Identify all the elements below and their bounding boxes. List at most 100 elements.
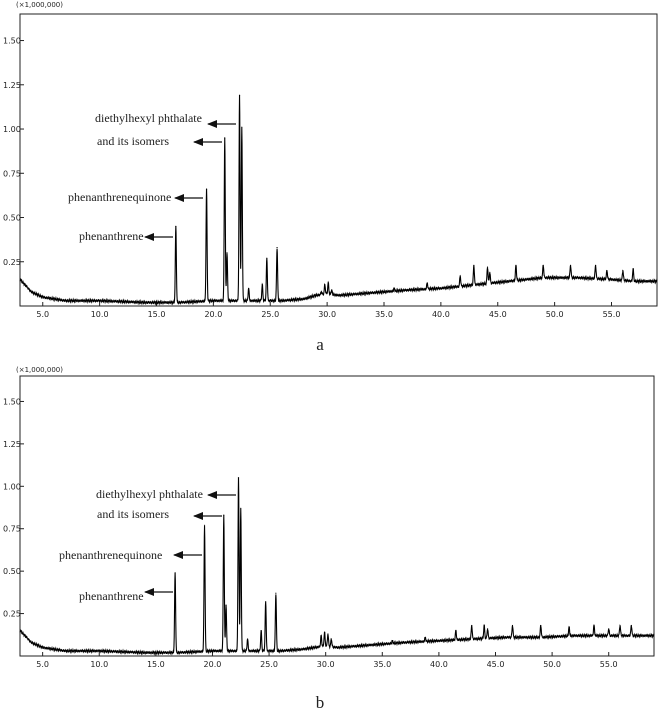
x-tick-label: 40.0 [430, 660, 448, 669]
peak-apex [238, 94, 241, 97]
peak-apex [174, 572, 176, 574]
peak-apex [632, 268, 634, 270]
peak-apex [275, 592, 277, 594]
plot-frame [19, 375, 655, 657]
y-scale-label: (×1,000,000) [16, 366, 63, 374]
peak-apex [265, 601, 267, 603]
peak-apex [324, 284, 326, 286]
peak-apex [240, 507, 242, 509]
peak-apex [471, 624, 473, 627]
y-tick-label: 1.25 [3, 440, 21, 449]
annotation-label: and its isomers [97, 134, 169, 148]
peak-apex [511, 624, 514, 627]
peak-apex [486, 266, 489, 268]
peak-apex [455, 629, 457, 632]
peak-apex [261, 284, 263, 286]
x-tick-label: 50.0 [543, 660, 561, 669]
peak-apex [542, 264, 544, 266]
peak-apex [622, 270, 624, 272]
x-tick-label: 10.0 [91, 310, 109, 319]
x-tick-label: 15.0 [147, 660, 165, 669]
peak-apex [331, 289, 333, 291]
chromatogram-trace [19, 94, 658, 306]
peak-apex [459, 275, 461, 277]
peak-apex [483, 624, 485, 627]
annotation-label: phenanthrenequinone [59, 548, 162, 562]
peak-apex [260, 629, 262, 632]
x-tick-label: 35.0 [373, 660, 391, 669]
peak-apex [327, 633, 329, 635]
y-tick-label: 0.50 [3, 214, 21, 223]
peak-apex [175, 225, 177, 227]
y-tick-label: 0.25 [3, 610, 21, 619]
peak-apex [489, 271, 491, 273]
peak-apex [205, 188, 208, 190]
x-tick-label: 45.0 [487, 660, 505, 669]
peak-apex [569, 264, 572, 266]
x-tick-label: 40.0 [432, 310, 450, 319]
peak-apex [226, 252, 228, 254]
chart-panel-b: (×1,000,000) 0.25 0.50 0.75 1.00 1.25 1.50 5.0 1… [3, 366, 655, 712]
peak-apex [630, 624, 632, 627]
y-tick-label: 0.25 [3, 258, 21, 267]
x-tick-label: 35.0 [375, 310, 393, 319]
chromatogram-trace [19, 477, 655, 656]
x-tick-label: 15.0 [148, 310, 166, 319]
annotation-label: phenanthrene [79, 229, 144, 243]
y-tick-label: 1.25 [3, 81, 21, 90]
y-tick-label: 1.00 [3, 125, 21, 134]
peak-apex [594, 264, 597, 266]
x-tick-label: 25.0 [260, 660, 278, 669]
panel-label: a [316, 335, 324, 354]
y-tick-label: 1.50 [3, 397, 21, 406]
y-scale-label: (×1,000,000) [16, 1, 63, 9]
x-tick-label: 30.0 [318, 310, 336, 319]
peak-apex [203, 524, 206, 526]
x-tick-label: 50.0 [546, 310, 564, 319]
y-tick-label: 1.00 [3, 482, 21, 491]
peak-apex [424, 636, 426, 638]
peak-apex [593, 624, 595, 627]
peak-apex [486, 628, 489, 630]
peak-apex [320, 291, 323, 293]
peak-apex [391, 640, 394, 642]
peak-apex [568, 626, 570, 628]
peak-apex [330, 638, 332, 640]
peak-apex [225, 604, 227, 606]
peak-apex [246, 638, 249, 640]
annotation-label: diethylhexyl phthalate [96, 487, 203, 501]
annotation-label: diethylhexyl phthalate [95, 111, 202, 125]
y-tick-label: 1.50 [3, 37, 21, 46]
annotation-label: phenanthrenequinone [68, 190, 171, 204]
x-tick-label: 20.0 [204, 660, 222, 669]
y-tick-label: 0.75 [3, 169, 21, 178]
peak-apex [426, 282, 428, 284]
y-tick-label: 0.75 [3, 525, 21, 534]
peak-apex [608, 628, 610, 630]
y-tick-label: 0.50 [3, 567, 21, 576]
x-tick-label: 55.0 [603, 310, 621, 319]
peak-apex [619, 624, 621, 627]
peak-apex [248, 287, 250, 289]
x-tick-label: 10.0 [90, 660, 108, 669]
peak-apex [515, 264, 517, 266]
peak-apex [237, 477, 240, 479]
peak-apex [320, 635, 322, 637]
annotation-label: and its isomers [97, 507, 169, 521]
peak-apex [393, 287, 395, 289]
x-tick-label: 45.0 [489, 310, 507, 319]
peak-apex [266, 257, 268, 259]
chart-panel-a: (×1,000,000) 0.25 0.50 0.75 1.00 1.25 1.50 5.0 1… [3, 1, 658, 354]
panel-label: b [316, 693, 325, 711]
peak-apex [327, 282, 329, 284]
peak-apex [224, 137, 226, 139]
x-tick-label: 5.0 [36, 660, 49, 669]
peak-apex [473, 264, 475, 266]
plot-frame [19, 13, 658, 307]
x-tick-label: 5.0 [36, 310, 49, 319]
peak-apex [540, 624, 542, 627]
x-tick-label: 25.0 [261, 310, 279, 319]
x-tick-label: 20.0 [204, 310, 222, 319]
